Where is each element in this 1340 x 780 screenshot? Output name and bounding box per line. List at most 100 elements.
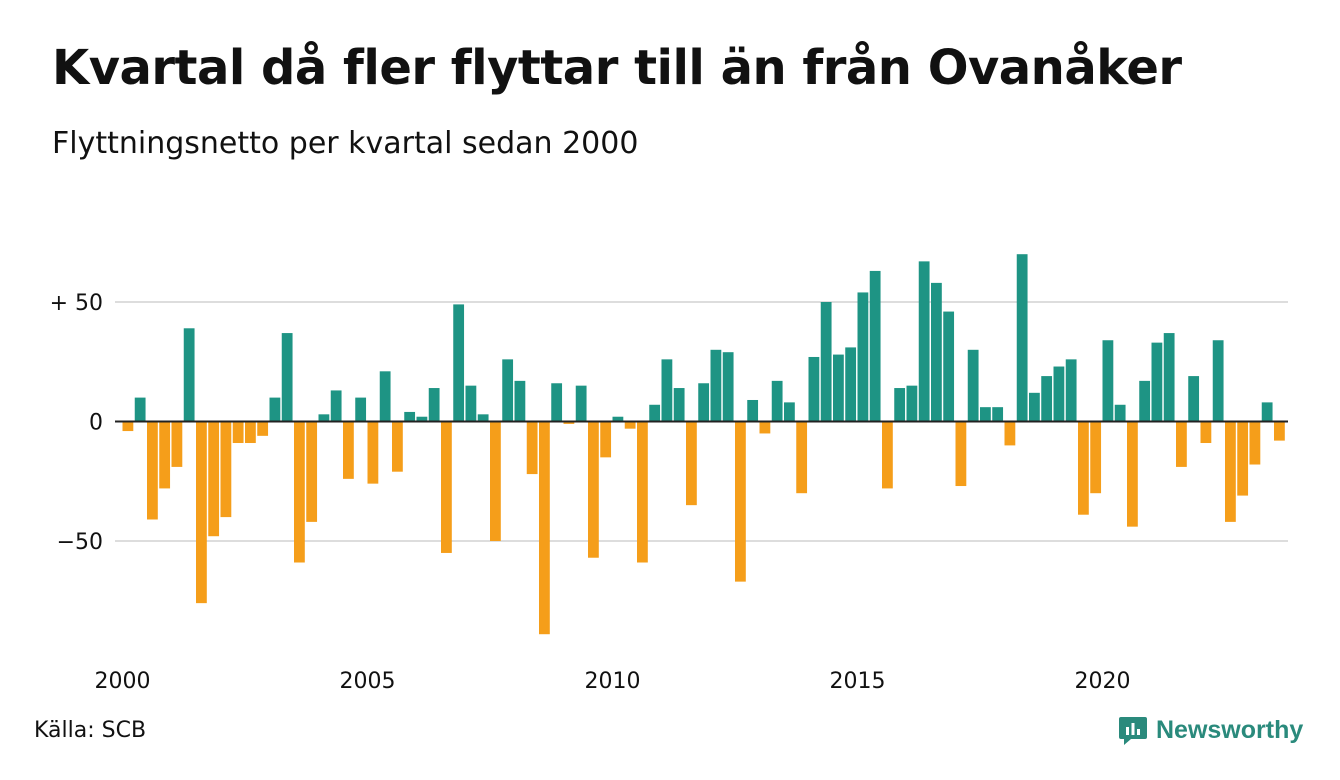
bar-positive bbox=[575, 385, 587, 422]
source-note: Källa: SCB bbox=[34, 718, 147, 743]
bar-negative bbox=[1249, 421, 1261, 465]
bar-positive bbox=[502, 359, 514, 422]
bar-negative bbox=[122, 421, 134, 432]
brand-logo: Newsworthy bbox=[1118, 714, 1303, 746]
bar-negative bbox=[1078, 421, 1089, 515]
x-tick-label: 2005 bbox=[340, 669, 396, 694]
bar-positive bbox=[416, 416, 428, 422]
x-tick-label: 2020 bbox=[1075, 669, 1131, 694]
bar-negative bbox=[624, 421, 636, 429]
bar-positive bbox=[1261, 402, 1273, 422]
bar-positive bbox=[784, 402, 795, 422]
bar-negative bbox=[1200, 421, 1212, 444]
bar-positive bbox=[1029, 392, 1040, 422]
bar-positive bbox=[845, 347, 857, 422]
y-tick-label: −50 bbox=[57, 530, 103, 555]
bar-negative bbox=[245, 421, 256, 444]
bar-positive bbox=[551, 383, 563, 422]
gridlines bbox=[115, 301, 1288, 542]
brand-name: Newsworthy bbox=[1156, 715, 1304, 744]
bar-positive bbox=[992, 407, 1004, 422]
bar-positive bbox=[747, 399, 759, 422]
bar-negative bbox=[1274, 421, 1285, 441]
bar-positive bbox=[281, 333, 293, 422]
bar-negative bbox=[1090, 421, 1102, 494]
bar-positive bbox=[1114, 404, 1126, 422]
newsworthy-logo-icon bbox=[1119, 717, 1147, 745]
bar-positive bbox=[820, 302, 832, 422]
bar-positive bbox=[931, 282, 942, 422]
bar-positive bbox=[355, 397, 367, 422]
bar-positive bbox=[1053, 366, 1065, 422]
bar-positive bbox=[1212, 340, 1224, 422]
bar-negative bbox=[588, 421, 599, 558]
bar-positive bbox=[404, 411, 416, 422]
bar-positive bbox=[1041, 376, 1053, 422]
bar-negative bbox=[367, 421, 379, 484]
bar-negative bbox=[1237, 421, 1249, 496]
bar-negative bbox=[637, 421, 648, 563]
bar-negative bbox=[600, 421, 612, 458]
bar-positive bbox=[1016, 254, 1028, 422]
bar-negative bbox=[539, 421, 550, 635]
bar-positive bbox=[612, 416, 624, 422]
chart-title: Kvartal då fler flyttar till än från Ova… bbox=[52, 40, 1182, 96]
bar-positive bbox=[808, 356, 820, 422]
bar-positive bbox=[1151, 342, 1163, 422]
bar-negative bbox=[490, 421, 501, 541]
bar-negative bbox=[220, 421, 232, 518]
bar-positive bbox=[1139, 380, 1151, 422]
bar-negative bbox=[208, 421, 220, 537]
bar-positive bbox=[771, 380, 783, 422]
bar-positive bbox=[833, 354, 844, 422]
bar-negative bbox=[882, 421, 893, 489]
bar-negative bbox=[1004, 421, 1016, 446]
bar-positive bbox=[673, 388, 685, 422]
bar-negative bbox=[1225, 421, 1236, 522]
bar-negative bbox=[294, 421, 305, 563]
bar-negative bbox=[196, 421, 207, 604]
y-tick-label: + 50 bbox=[50, 291, 103, 316]
bar-positive bbox=[428, 388, 440, 422]
bar-negative bbox=[232, 421, 244, 444]
bar-negative bbox=[343, 421, 354, 479]
bar-positive bbox=[477, 414, 489, 422]
x-tick-label: 2000 bbox=[95, 669, 151, 694]
x-tick-label: 2010 bbox=[585, 669, 641, 694]
bars bbox=[122, 254, 1285, 635]
bar-positive bbox=[330, 390, 342, 422]
bar-positive bbox=[514, 380, 526, 422]
bar-positive bbox=[318, 414, 330, 422]
bar-positive bbox=[980, 407, 991, 422]
bar-negative bbox=[171, 421, 183, 467]
bar-positive bbox=[1065, 359, 1077, 422]
x-tick-label: 2015 bbox=[830, 669, 886, 694]
bar-negative bbox=[955, 421, 967, 487]
bar-positive bbox=[894, 388, 906, 422]
bar-negative bbox=[1176, 421, 1187, 467]
chart-subtitle: Flyttningsnetto per kvartal sedan 2000 bbox=[52, 126, 639, 161]
bar-negative bbox=[441, 421, 452, 553]
bar-negative bbox=[1127, 421, 1138, 527]
bar-positive bbox=[465, 385, 477, 422]
bar-positive bbox=[269, 397, 281, 422]
bar-negative bbox=[735, 421, 746, 582]
bar-positive bbox=[710, 349, 722, 422]
bar-positive bbox=[906, 385, 918, 422]
bar-negative bbox=[526, 421, 538, 475]
y-tick-label: 0 bbox=[89, 411, 103, 436]
bar-negative bbox=[796, 421, 808, 494]
bar-positive bbox=[967, 349, 979, 422]
bar-positive bbox=[134, 397, 146, 422]
bar-positive bbox=[943, 311, 955, 422]
bar-positive bbox=[1102, 340, 1114, 422]
axes: + 50 0 −50 2000 2005 2010 2015 2020 bbox=[50, 291, 1288, 694]
bar-negative bbox=[147, 421, 158, 520]
bar-negative bbox=[686, 421, 697, 506]
bar-positive bbox=[661, 359, 673, 422]
bar-negative bbox=[392, 421, 403, 472]
bar-positive bbox=[698, 383, 710, 422]
bar-negative bbox=[159, 421, 171, 489]
bar-negative bbox=[563, 421, 575, 424]
